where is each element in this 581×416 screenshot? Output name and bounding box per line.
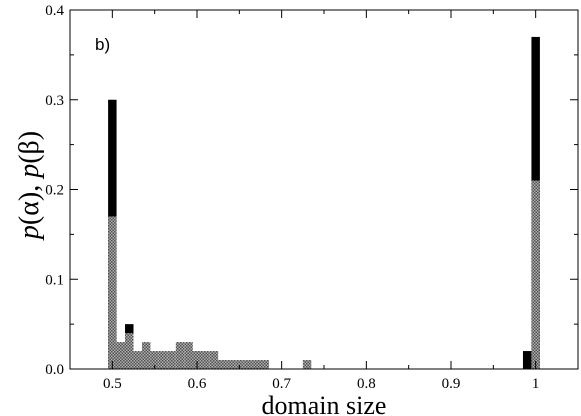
bar-beta-11 (201, 351, 210, 369)
panel-label: b) (95, 35, 110, 54)
y-tick-label-0: 0.0 (45, 362, 64, 378)
bar-beta-9 (184, 342, 193, 369)
series-beta (108, 180, 540, 369)
bar-beta-6 (158, 351, 168, 369)
bar-beta-18 (260, 360, 269, 369)
bar-beta-1 (116, 342, 126, 369)
bar-beta-19 (302, 360, 312, 369)
bar-beta-14 (226, 360, 236, 369)
x-tick-label-2: 0.7 (272, 376, 291, 392)
bar-beta-8 (175, 342, 185, 369)
bar-beta-17 (252, 360, 261, 369)
bar-beta-16 (243, 360, 253, 369)
bar-beta-4 (141, 342, 151, 369)
bar-beta-12 (209, 351, 219, 369)
bar-beta-3 (133, 351, 142, 369)
series-alpha (108, 36, 540, 370)
x-axis-title: domain size (262, 391, 387, 416)
plot-frame (69, 9, 579, 370)
axes: 0.5 0.6 0.7 0.8 0.9 1 0.0 0.1 0.2 0.3 0.4 (45, 3, 579, 392)
bar-beta-20 (531, 180, 540, 369)
y-tick-label-2: 0.2 (45, 183, 64, 199)
bar-alpha-5 (522, 351, 532, 369)
bar-beta-13 (218, 360, 227, 369)
x-tick-label-0: 0.5 (103, 376, 122, 392)
bar-beta-7 (167, 351, 176, 369)
y-tick-label-1: 0.1 (45, 272, 64, 288)
bar-beta-2 (125, 333, 134, 369)
x-tick-label-4: 0.9 (442, 376, 461, 392)
x-tick-label-5: 1 (532, 376, 540, 392)
x-tick-label-1: 0.6 (188, 376, 207, 392)
bar-beta-15 (235, 360, 244, 369)
x-tick-label-3: 0.8 (357, 376, 376, 392)
bar-beta-5 (150, 351, 159, 369)
bar-beta-0 (108, 216, 117, 369)
y-tick-label-3: 0.3 (45, 93, 64, 109)
y-axis-title: p(α), p(β) (14, 131, 45, 241)
y-tick-label-4: 0.4 (45, 3, 64, 19)
bar-beta-10 (192, 351, 202, 369)
